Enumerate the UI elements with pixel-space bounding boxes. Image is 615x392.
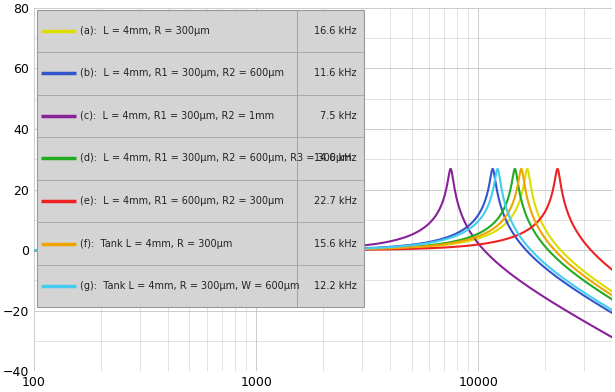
Text: (e):  L = 4mm, R1 = 600μm, R2 = 300μm: (e): L = 4mm, R1 = 600μm, R2 = 300μm: [81, 196, 284, 206]
Text: 15.6 kHz: 15.6 kHz: [314, 239, 357, 249]
Text: (b):  L = 4mm, R1 = 300μm, R2 = 600μm: (b): L = 4mm, R1 = 300μm, R2 = 600μm: [81, 69, 284, 78]
Text: 16.6 kHz: 16.6 kHz: [314, 26, 357, 36]
Text: 14.6 kHz: 14.6 kHz: [314, 154, 357, 163]
Text: 7.5 kHz: 7.5 kHz: [320, 111, 357, 121]
Text: (f):  Tank L = 4mm, R = 300μm: (f): Tank L = 4mm, R = 300μm: [81, 239, 232, 249]
Text: (a):  L = 4mm, R = 300μm: (a): L = 4mm, R = 300μm: [81, 26, 210, 36]
Text: 22.7 kHz: 22.7 kHz: [314, 196, 357, 206]
Text: (d):  L = 4mm, R1 = 300μm, R2 = 600μm, R3 = 300μm: (d): L = 4mm, R1 = 300μm, R2 = 600μm, R3…: [81, 154, 352, 163]
Text: (c):  L = 4mm, R1 = 300μm, R2 = 1mm: (c): L = 4mm, R1 = 300μm, R2 = 1mm: [81, 111, 274, 121]
Bar: [37, 9, 363, 307]
Text: (g):  Tank L = 4mm, R = 300μm, W = 600μm: (g): Tank L = 4mm, R = 300μm, W = 600μm: [81, 281, 300, 291]
Text: 11.6 kHz: 11.6 kHz: [314, 69, 357, 78]
Text: 12.2 kHz: 12.2 kHz: [314, 281, 357, 291]
